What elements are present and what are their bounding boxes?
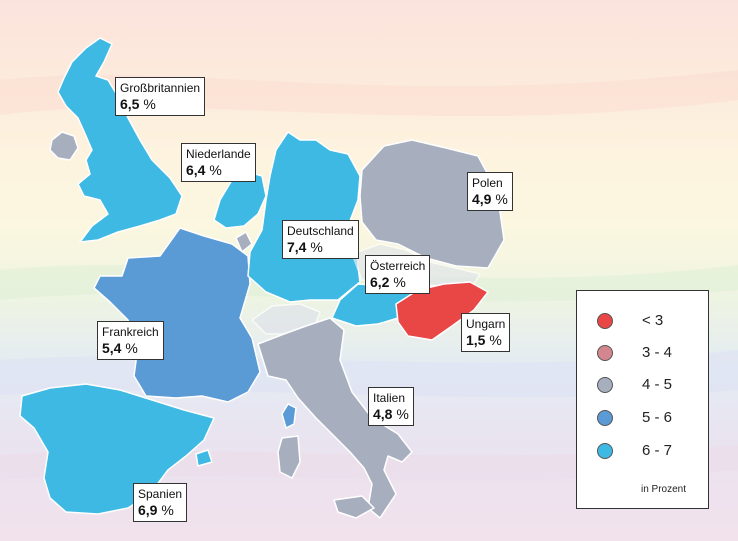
country-value: 4,9 %	[472, 191, 508, 207]
country-value: 6,9 %	[138, 502, 174, 518]
country-shape-spanien	[19, 383, 215, 515]
country-shape-ungarn	[395, 281, 489, 341]
legend-label: 3 - 4	[642, 344, 673, 361]
legend-note: in Prozent	[641, 484, 687, 495]
country-label-ungarn: Ungarn 1,5 %	[461, 313, 511, 352]
country-name: Italien	[373, 391, 406, 405]
legend-label: < 3	[642, 312, 664, 329]
country-shape-italien	[257, 317, 413, 519]
country-shape-ireland-fragment	[49, 131, 79, 161]
country-label-deutschland: Deutschland 7,4 %	[282, 220, 359, 259]
country-value: 1,5 %	[466, 332, 502, 348]
legend-swatch	[597, 410, 613, 426]
legend-item-3to4: 3 - 4	[597, 344, 707, 364]
legend-item-5to6: 5 - 6	[597, 409, 707, 429]
country-shape-korsika	[281, 403, 297, 429]
legend-item-4to5: 4 - 5	[597, 376, 707, 396]
country-value: 6,4 %	[186, 162, 222, 178]
legend: < 3 3 - 4 4 - 5 5 - 6 6 - 7 in Prozent	[576, 290, 709, 509]
country-name: Ungarn	[466, 317, 506, 331]
country-shape-frankreich	[93, 227, 261, 403]
legend-label: 5 - 6	[642, 409, 673, 426]
country-value: 5,4 %	[102, 340, 138, 356]
country-value: 6,2 %	[370, 274, 406, 290]
country-value: 7,4 %	[287, 239, 323, 255]
country-name: Deutschland	[287, 224, 354, 238]
legend-swatch	[597, 443, 613, 459]
country-name: Niederlande	[186, 147, 251, 161]
country-label-oesterreich: Österreich 6,2 %	[365, 255, 431, 294]
country-label-niederlande: Niederlande 6,4 %	[181, 143, 256, 182]
legend-label: 4 - 5	[642, 376, 673, 393]
country-label-frankreich: Frankreich 5,4 %	[97, 321, 164, 360]
country-shape-grossbritannien	[57, 37, 183, 243]
legend-item-lt3: < 3	[597, 312, 707, 332]
country-value: 6,5 %	[120, 96, 156, 112]
country-value: 4,8 %	[373, 406, 409, 422]
country-shape-sardinien	[277, 435, 301, 479]
legend-item-6to7: 6 - 7	[597, 442, 707, 462]
legend-swatch	[597, 345, 613, 361]
country-name: Polen	[472, 176, 503, 190]
country-shape-balearen	[195, 449, 213, 467]
country-shape-sizilien	[333, 495, 375, 519]
legend-swatch	[597, 313, 613, 329]
country-label-spanien: Spanien 6,9 %	[133, 483, 188, 522]
country-name: Frankreich	[102, 325, 159, 339]
country-label-italien: Italien 4,8 %	[368, 387, 414, 426]
country-name: Österreich	[370, 259, 426, 273]
country-name: Spanien	[138, 487, 183, 501]
country-label-grossbritannien: Großbritannien 6,5 %	[115, 77, 206, 116]
legend-swatch	[597, 377, 613, 393]
country-shape-luxemburg	[235, 231, 253, 253]
country-shape-niederlande	[213, 171, 267, 229]
country-label-polen: Polen 4,9 %	[467, 172, 513, 211]
country-shape-deutschland	[247, 131, 361, 303]
country-name: Großbritannien	[120, 81, 201, 95]
legend-label: 6 - 7	[642, 442, 673, 459]
